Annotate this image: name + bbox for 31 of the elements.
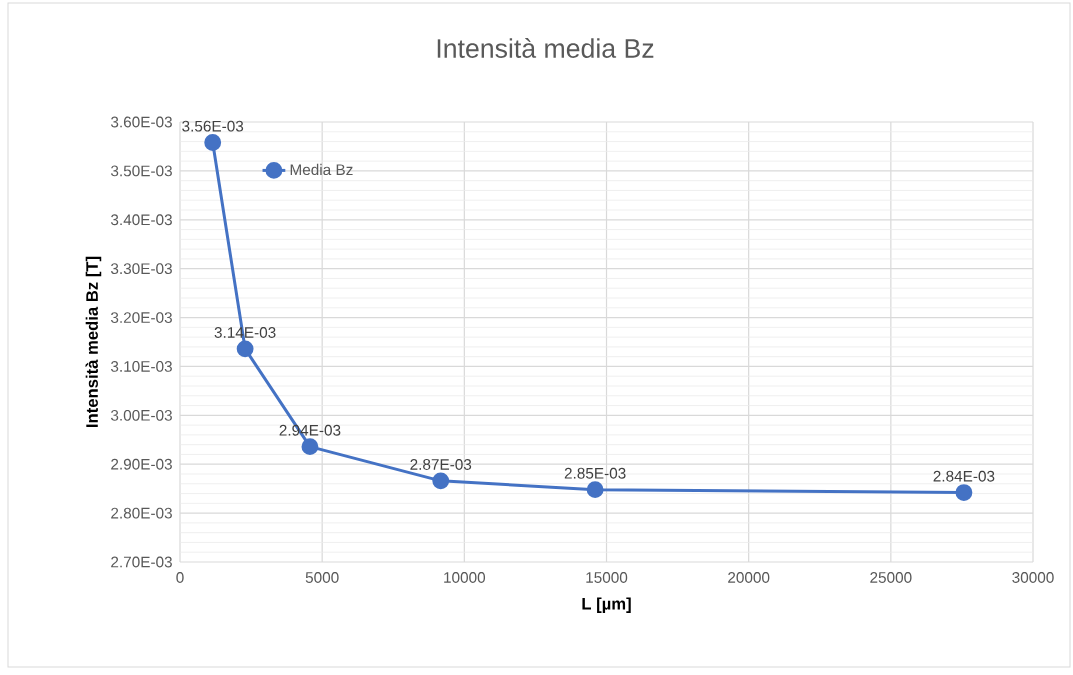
point	[432, 472, 450, 490]
y-tick-label: 2.80E-03	[111, 507, 172, 519]
y-tick-label: 3.50E-03	[110, 165, 172, 177]
y-tick-label: 3.10E-03	[110, 361, 172, 372]
y-tick-label: 3.20E-03	[110, 312, 172, 323]
point	[955, 484, 973, 502]
point	[586, 481, 604, 499]
data-label: 2.85E-03	[564, 467, 626, 479]
x-tick-label: 30000	[1012, 572, 1054, 583]
data-label: 2.87E-03	[410, 459, 472, 470]
legend-label: Media Bz	[290, 163, 353, 176]
point	[236, 340, 254, 358]
x-tick-label: 5000	[305, 572, 339, 583]
point	[204, 134, 222, 151]
y-axis-title: Intensità media Bz [T]	[85, 256, 102, 428]
y-tick-label: 3.60E-03	[110, 116, 172, 128]
chart-title: Intensità media Bz	[437, 38, 654, 58]
y-tick-label: 3.40E-03	[110, 214, 172, 226]
x-tick-label: 25000	[870, 572, 912, 583]
y-tick-label: 2.90E-03	[111, 458, 172, 470]
y-tick-label: 3.00E-03	[110, 409, 172, 421]
y-tick-label: 3.30E-03	[110, 263, 172, 275]
x-axis-title: L [µm]	[582, 597, 631, 613]
y-tick-label: 2.70E-03	[111, 556, 172, 568]
x-tick-label: 15000	[586, 572, 628, 583]
x-tick-label: 20000	[728, 572, 770, 583]
point	[301, 438, 319, 456]
data-label: 3.56E-03	[182, 120, 244, 132]
x-tick-label: 10000	[444, 572, 486, 583]
x-tick-label: 0	[176, 572, 184, 583]
data-label: 2.84E-03	[933, 470, 995, 482]
